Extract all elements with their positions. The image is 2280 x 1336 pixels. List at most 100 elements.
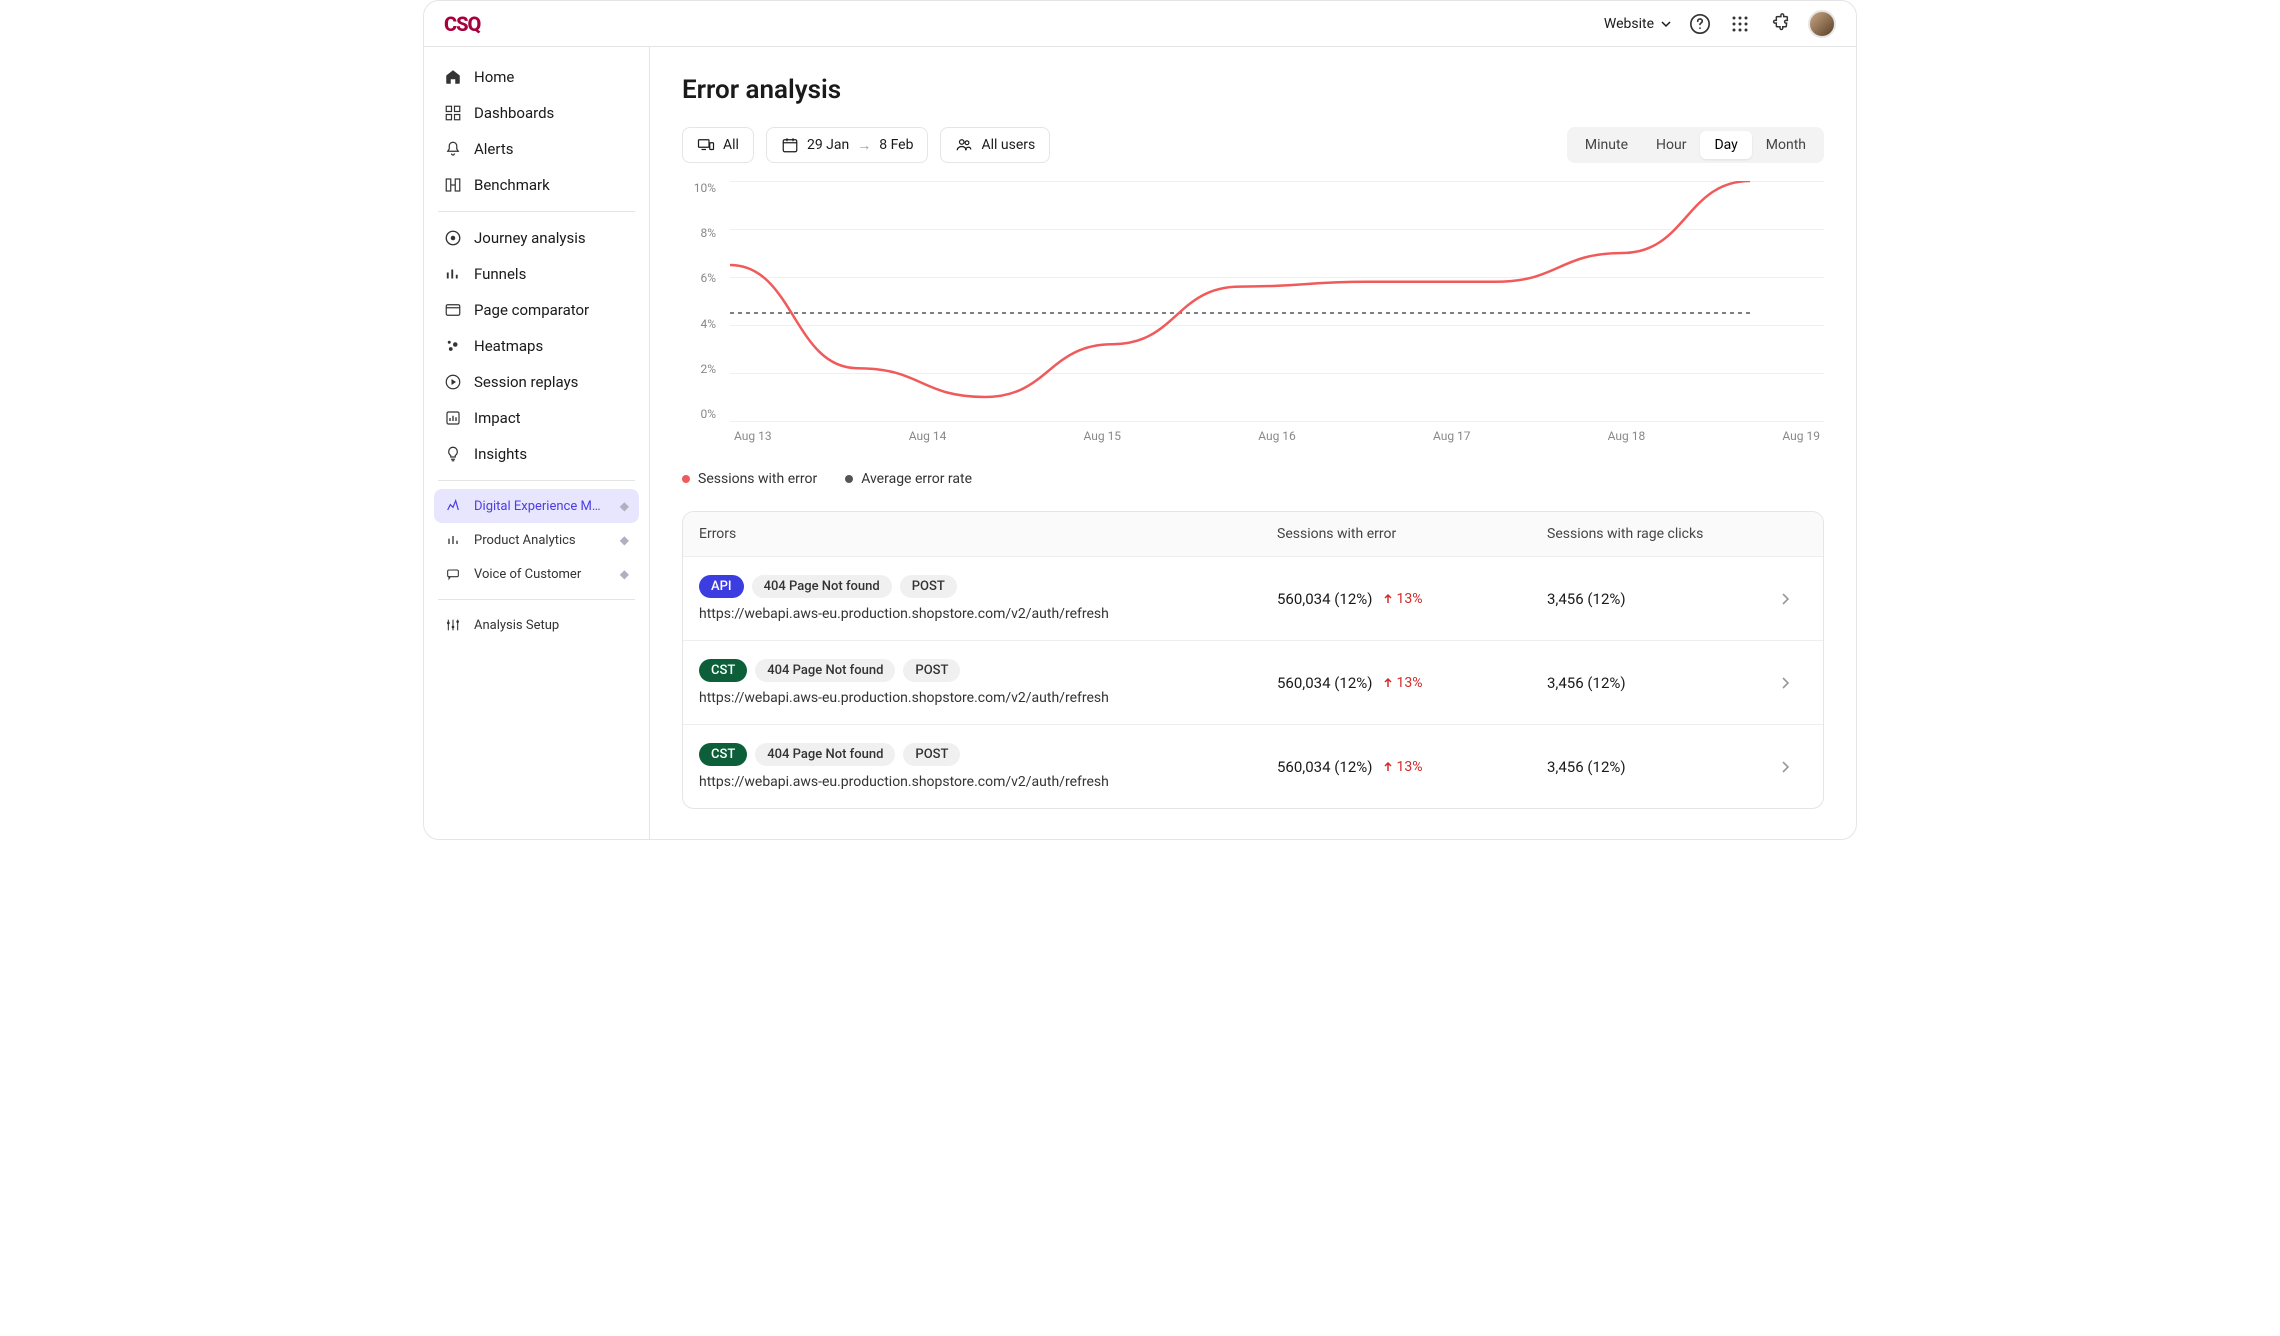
chevron-right-icon [1777,759,1793,775]
sidebar-item-label: Session replays [474,373,629,391]
dem-icon [444,497,462,515]
x-tick: Aug 13 [734,429,772,443]
row-expand[interactable] [1777,759,1807,775]
time-opt-minute[interactable]: Minute [1571,131,1642,159]
error-name: 404 Page Not found [755,659,895,682]
row-expand[interactable] [1777,675,1807,691]
sidebar-item-analysis-setup[interactable]: Analysis Setup [434,608,639,642]
extension-button[interactable] [1768,12,1792,36]
filter-row: All 29 Jan → 8 Feb All users MinuteHo [682,127,1824,163]
sidebar-item-journey-analysis[interactable]: Journey analysis [434,220,639,256]
y-tick: 4% [682,317,716,331]
sidebar-item-funnels[interactable]: Funnels [434,256,639,292]
error-method: POST [903,743,960,766]
divider [438,211,635,212]
legend-item: Average error rate [845,471,972,487]
segment-filter[interactable]: All users [940,127,1050,163]
arrow-right-icon: → [857,137,871,154]
arrow-up-icon [1382,593,1394,605]
help-icon [1689,13,1711,35]
time-opt-month[interactable]: Month [1752,131,1820,159]
sessions-cell: 560,034 (12%)13% [1277,674,1547,692]
x-tick: Aug 19 [1782,429,1820,443]
col-sessions: Sessions with error [1277,526,1547,542]
row-expand[interactable] [1777,591,1807,607]
sidebar-item-label: Journey analysis [474,229,629,247]
table-head: Errors Sessions with error Sessions with… [683,512,1823,557]
sessions-cell: 560,034 (12%)13% [1277,590,1547,608]
sidebar-item-dashboards[interactable]: Dashboards [434,95,639,131]
divider [438,480,635,481]
table-row[interactable]: CST404 Page Not foundPOSThttps://webapi.… [683,725,1823,808]
header: CSQ Website [424,1,1856,47]
sidebar-item-alerts[interactable]: Alerts [434,131,639,167]
x-tick: Aug 14 [909,429,947,443]
table-row[interactable]: CST404 Page Not foundPOSThttps://webapi.… [683,641,1823,725]
replay-icon [444,373,462,391]
diamond-icon: ◆ [620,499,629,513]
error-method: POST [903,659,960,682]
sidebar-item-label: Alerts [474,140,629,158]
sidebar-item-label: Home [474,68,629,86]
trend-up: 13% [1382,675,1422,691]
sidebar-item-session-replays[interactable]: Session replays [434,364,639,400]
arrow-up-icon [1382,677,1394,689]
puzzle-icon [1769,13,1791,35]
error-tag: API [699,575,744,598]
sidebar-item-impact[interactable]: Impact [434,400,639,436]
trend-up: 13% [1382,759,1422,775]
sidebar-item-label: Digital Experience Monitor... [474,499,608,514]
sidebar-item-label: Dashboards [474,104,629,122]
device-filter[interactable]: All [682,127,754,163]
impact-icon [444,409,462,427]
sidebar-item-insights[interactable]: Insights [434,436,639,472]
error-method: POST [900,575,957,598]
voc-icon [444,565,462,583]
apps-button[interactable] [1728,12,1752,36]
chart-legend: Sessions with error Average error rate [682,471,1824,487]
sidebar-item-digital-experience-monitor-[interactable]: Digital Experience Monitor... ◆ [434,489,639,523]
sessions-value: 560,034 (12%) [1277,758,1372,776]
col-rage: Sessions with rage clicks [1547,526,1777,542]
time-opt-day[interactable]: Day [1700,131,1751,159]
sidebar-item-page-comparator[interactable]: Page comparator [434,292,639,328]
sidebar-item-product-analytics[interactable]: Product Analytics◆ [434,523,639,557]
diamond-icon: ◆ [620,567,629,581]
users-icon [955,136,973,154]
sidebar-item-benchmark[interactable]: Benchmark [434,167,639,203]
insights-icon [444,445,462,463]
legend-label: Average error rate [861,471,972,487]
funnel-icon [444,265,462,283]
benchmark-icon [444,176,462,194]
sidebar-item-heatmaps[interactable]: Heatmaps [434,328,639,364]
sidebar-item-label: Product Analytics [474,533,608,548]
help-button[interactable] [1688,12,1712,36]
website-label: Website [1604,16,1654,32]
chevron-right-icon [1777,591,1793,607]
error-cell: API404 Page Not foundPOSThttps://webapi.… [699,575,1277,622]
sidebar-item-label: Benchmark [474,176,629,194]
website-selector[interactable]: Website [1604,16,1672,32]
page-title: Error analysis [682,75,1824,105]
setup-icon [444,616,462,634]
sidebar-item-voice-of-customer[interactable]: Voice of Customer◆ [434,557,639,591]
avatar[interactable] [1808,10,1836,38]
date-from: 29 Jan [807,137,849,153]
date-filter[interactable]: 29 Jan → 8 Feb [766,127,929,163]
sidebar-item-home[interactable]: Home [434,59,639,95]
heatmap-icon [444,337,462,355]
rage-cell: 3,456 (12%) [1547,674,1777,692]
devices-icon [697,136,715,154]
trend-up: 13% [1382,591,1422,607]
x-tick: Aug 16 [1258,429,1296,443]
x-tick: Aug 15 [1083,429,1121,443]
time-opt-hour[interactable]: Hour [1642,131,1700,159]
pa-icon [444,531,462,549]
dashboard-icon [444,104,462,122]
sidebar-item-label: Analysis Setup [474,618,629,633]
table-row[interactable]: API404 Page Not foundPOSThttps://webapi.… [683,557,1823,641]
legend-label: Sessions with error [698,471,817,487]
time-granularity-toggle: MinuteHourDayMonth [1567,127,1824,163]
main-content: Error analysis All 29 Jan → 8 Feb [650,47,1856,839]
sidebar-item-label: Insights [474,445,629,463]
